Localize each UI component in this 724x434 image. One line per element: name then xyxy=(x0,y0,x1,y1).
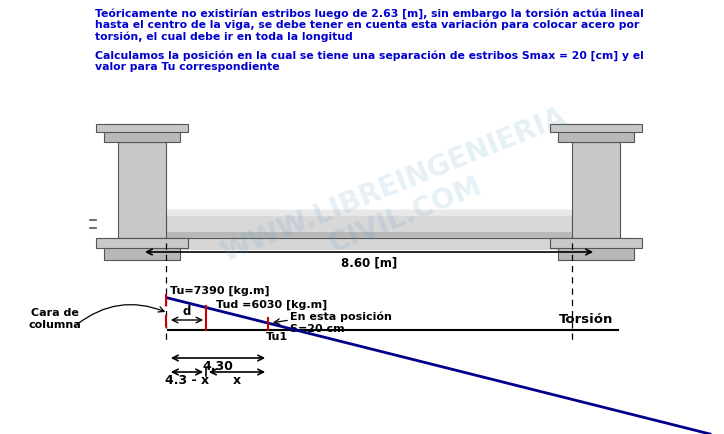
Text: 8.60 [m]: 8.60 [m] xyxy=(341,256,397,269)
Text: d: d xyxy=(183,305,191,318)
Bar xyxy=(572,142,620,238)
Bar xyxy=(104,238,180,260)
Bar xyxy=(558,124,634,142)
Bar xyxy=(550,238,642,248)
Bar xyxy=(176,238,572,250)
Text: columna: columna xyxy=(29,320,81,330)
Bar xyxy=(104,124,180,142)
Text: Tu1: Tu1 xyxy=(266,332,288,342)
Bar xyxy=(96,238,188,248)
Bar xyxy=(166,210,572,238)
Bar xyxy=(118,142,166,238)
Text: Torsión: Torsión xyxy=(559,313,613,326)
Text: Cara de: Cara de xyxy=(31,308,79,318)
Bar xyxy=(550,124,642,132)
Bar xyxy=(558,238,634,260)
Text: S=20 cm: S=20 cm xyxy=(290,324,345,334)
Text: Tu=7390 [kg.m]: Tu=7390 [kg.m] xyxy=(170,286,269,296)
Text: valor para Tu correspondiente: valor para Tu correspondiente xyxy=(95,62,279,72)
Text: En esta posición: En esta posición xyxy=(290,312,392,322)
Bar xyxy=(96,124,188,132)
Text: WWW.LIBREINGENIERIA
CIVIL.COM: WWW.LIBREINGENIERIA CIVIL.COM xyxy=(217,103,583,297)
Text: Tud =6030 [kg.m]: Tud =6030 [kg.m] xyxy=(216,300,327,310)
Text: Teóricamente no existirían estribos luego de 2.63 [m], sin embargo la torsión ac: Teóricamente no existirían estribos lueg… xyxy=(95,8,644,19)
Text: 4.3 - x: 4.3 - x xyxy=(165,374,209,387)
Text: Calculamos la posición en la cual se tiene una separación de estribos Smax = 20 : Calculamos la posición en la cual se tie… xyxy=(95,50,644,61)
Bar xyxy=(166,232,572,238)
Text: torsión, el cual debe ir en toda la longitud: torsión, el cual debe ir en toda la long… xyxy=(95,32,353,43)
Text: x: x xyxy=(233,374,241,387)
Text: 4.30: 4.30 xyxy=(203,360,233,373)
Text: hasta el centro de la viga, se debe tener en cuenta esta variación para colocar : hasta el centro de la viga, se debe tene… xyxy=(95,20,639,30)
Bar xyxy=(166,210,572,216)
